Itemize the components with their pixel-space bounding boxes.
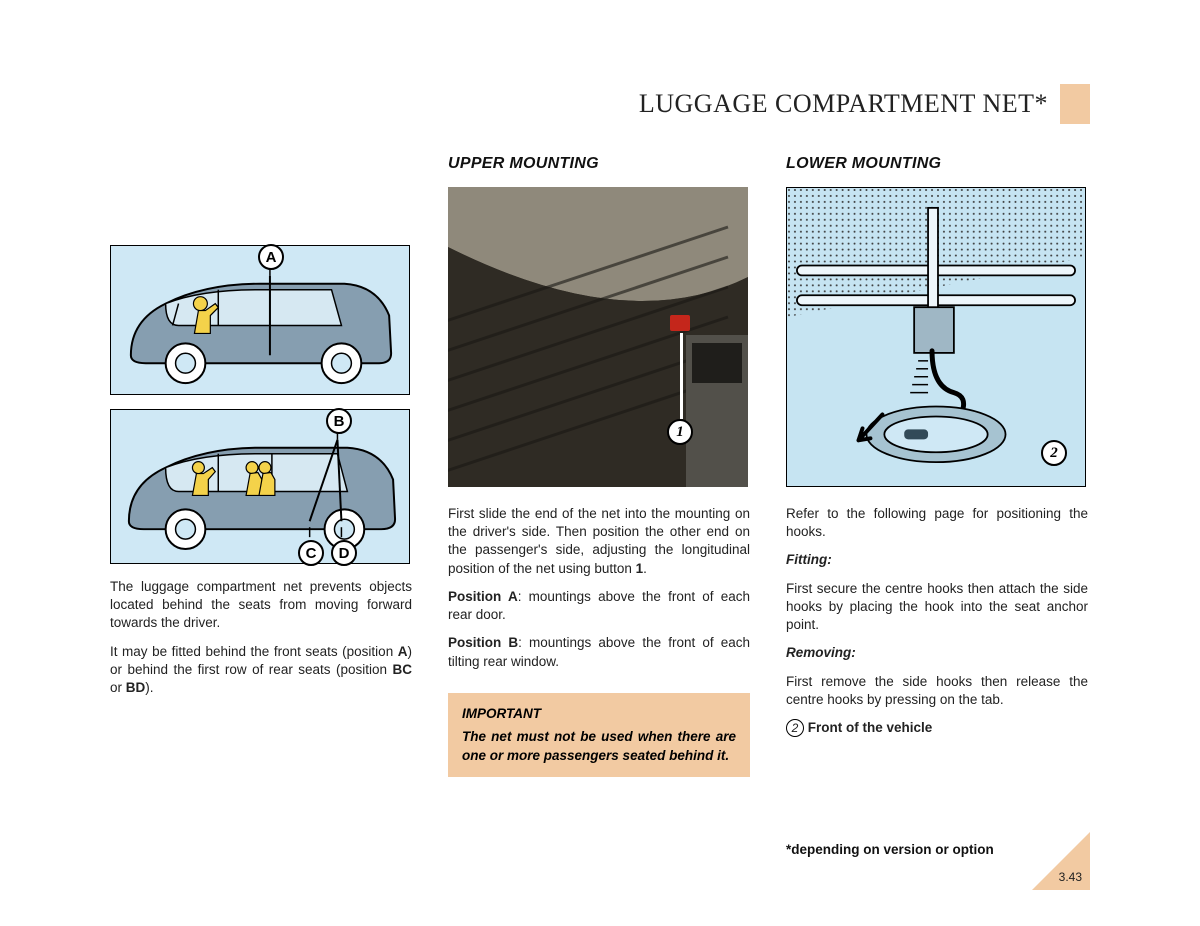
important-label: IMPORTANT	[462, 705, 736, 724]
column-3: LOWER MOUNTING	[786, 155, 1088, 895]
front-callout-2-icon: 2	[786, 719, 804, 737]
col3-p1: Refer to the following page for position…	[786, 505, 1088, 541]
figure-upper-mounting-photo: 1	[448, 187, 748, 487]
column-2: UPPER MOUNTING	[448, 155, 750, 895]
page-container: LUGGAGE COMPARTMENT NET*	[110, 70, 1090, 890]
fitting-label: Fitting:	[786, 552, 832, 567]
col1-p1: The luggage compartment net prevents obj…	[110, 578, 412, 633]
lower-mounting-diagram	[787, 188, 1085, 486]
figure-position-b: B C D	[110, 409, 410, 564]
callout-1-line	[680, 333, 683, 419]
col1-p2: It may be fitted behind the front seats …	[110, 643, 412, 698]
vehicle-diagram-a	[111, 246, 409, 395]
mounting-button-icon	[670, 315, 690, 331]
removing-text: First remove the side hooks then release…	[786, 673, 1088, 709]
col2-posA: Position A: mountings above the front of…	[448, 588, 750, 624]
figure-position-a: A	[110, 245, 410, 395]
front-of-vehicle: 2 Front of the vehicle	[786, 719, 1088, 737]
front-text: Front of the vehicle	[804, 720, 932, 735]
footnote: *depending on version or option	[786, 842, 994, 857]
callout-2: 2	[1041, 440, 1067, 466]
vehicle-diagram-b	[111, 410, 409, 564]
page-number: 3.43	[1059, 870, 1082, 884]
column-1: A	[110, 155, 412, 895]
callout-c: C	[298, 540, 324, 566]
callout-a: A	[258, 244, 284, 270]
figure-lower-mounting: 2	[786, 187, 1086, 487]
important-text: The net must not be used when there are …	[462, 728, 736, 766]
important-box: IMPORTANT The net must not be used when …	[448, 693, 750, 778]
lower-mounting-heading: LOWER MOUNTING	[786, 155, 1088, 173]
title-bar: LUGGAGE COMPARTMENT NET*	[639, 84, 1090, 124]
removing-label: Removing:	[786, 645, 856, 660]
col1-text: The luggage compartment net prevents obj…	[110, 578, 412, 697]
photo-overlay	[448, 187, 748, 487]
page-title: LUGGAGE COMPARTMENT NET*	[639, 89, 1060, 119]
col3-text: Refer to the following page for position…	[786, 505, 1088, 737]
fitting-text: First secure the centre hooks then attac…	[786, 580, 1088, 635]
title-tab	[1060, 84, 1090, 124]
col2-text: First slide the end of the net into the …	[448, 505, 750, 671]
columns: A	[110, 155, 1090, 895]
upper-mounting-heading: UPPER MOUNTING	[448, 155, 750, 173]
col2-p1: First slide the end of the net into the …	[448, 505, 750, 578]
callout-d: D	[331, 540, 357, 566]
callout-1: 1	[667, 419, 693, 445]
col2-posB: Position B: mountings above the front of…	[448, 634, 750, 670]
callout-b: B	[326, 408, 352, 434]
